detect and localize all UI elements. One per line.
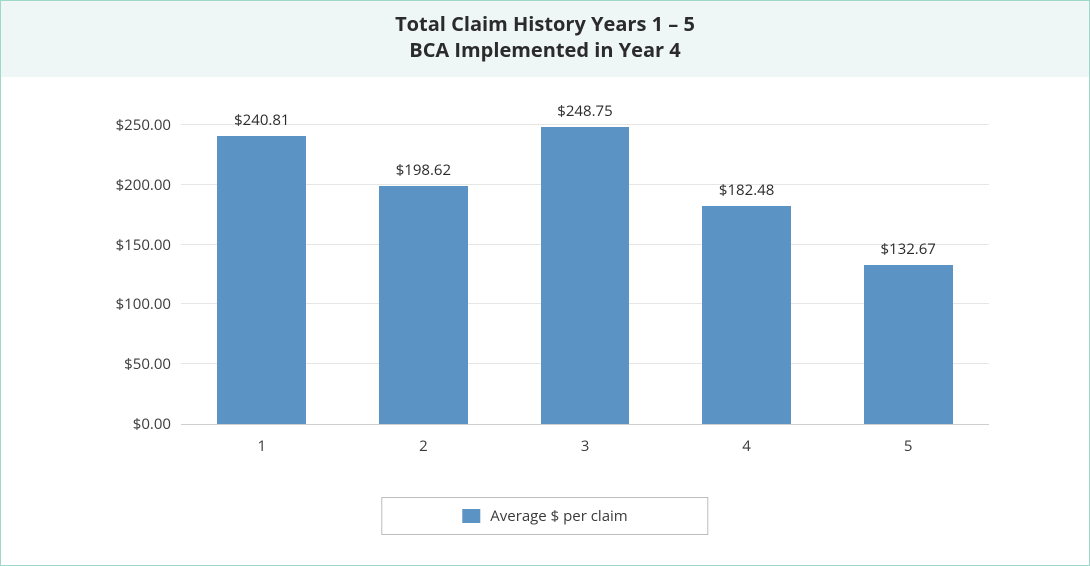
bar-value-label: $248.75 bbox=[557, 101, 612, 121]
y-tick-label: $100.00 bbox=[116, 294, 181, 314]
x-tick-label: 5 bbox=[904, 436, 913, 456]
bar: $132.67 bbox=[864, 265, 953, 424]
chart-frame: Total Claim History Years 1 – 5 BCA Impl… bbox=[0, 0, 1090, 566]
title-band: Total Claim History Years 1 – 5 BCA Impl… bbox=[1, 1, 1089, 77]
bar-value-label: $182.48 bbox=[719, 180, 774, 200]
y-tick-label: $250.00 bbox=[116, 115, 181, 135]
bar: $248.75 bbox=[541, 127, 630, 425]
x-tick-label: 2 bbox=[419, 436, 428, 456]
legend-label: Average $ per claim bbox=[490, 506, 627, 526]
bar-value-label: $240.81 bbox=[234, 110, 289, 130]
y-tick-label: $200.00 bbox=[116, 175, 181, 195]
x-tick-label: 3 bbox=[581, 436, 590, 456]
y-tick-label: $50.00 bbox=[124, 354, 181, 374]
bar-value-label: $198.62 bbox=[396, 160, 451, 180]
x-tick-label: 4 bbox=[742, 436, 751, 456]
y-tick-label: $150.00 bbox=[116, 235, 181, 255]
grid-line bbox=[181, 124, 989, 125]
bar: $198.62 bbox=[379, 186, 468, 424]
legend: Average $ per claim bbox=[381, 497, 708, 535]
bar-value-label: $132.67 bbox=[880, 239, 935, 259]
bar: $182.48 bbox=[702, 206, 791, 424]
bar: $240.81 bbox=[217, 136, 306, 424]
title-line-2: BCA Implemented in Year 4 bbox=[1, 37, 1089, 63]
y-tick-label: $0.00 bbox=[133, 414, 181, 434]
legend-swatch bbox=[462, 509, 480, 523]
title-line-1: Total Claim History Years 1 – 5 bbox=[1, 11, 1089, 37]
chart-area: $0.00 $50.00 $100.00 $150.00 $200.00 $250.00 $… bbox=[1, 77, 1089, 565]
x-tick-label: 1 bbox=[258, 436, 267, 456]
plot-area: $0.00$50.00$100.00$150.00$200.00$250.00$… bbox=[181, 125, 989, 425]
